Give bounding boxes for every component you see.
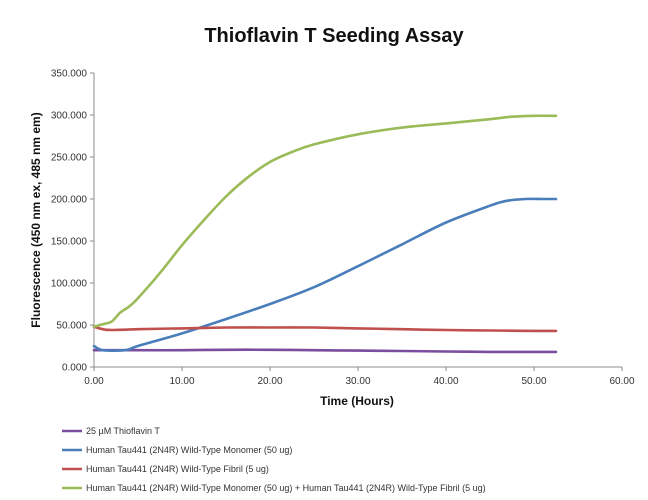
series-line-3 [92, 325, 558, 333]
y-tick-label: 0.000 [62, 363, 87, 374]
y-tick-label: 100.000 [51, 279, 88, 290]
x-tick-label: 0.00 [84, 376, 104, 387]
y-ticks: 0.000 50.000 100.000 150.000 200.000 250.000 3… [51, 69, 94, 374]
legend-item: 25 µM Thioflavin T [62, 426, 160, 436]
y-tick-label: 300.000 [51, 111, 88, 122]
x-ticks: 0.00 10.00 20.00 30.00 40.00 50.00 60.00 [84, 367, 635, 387]
chart-title: Thioflavin T Seeding Assay [204, 25, 464, 47]
series-line-1 [92, 348, 558, 354]
y-tick-label: 150.000 [51, 237, 88, 248]
legend-label: Human Tau441 (2N4R) Wild-Type Monomer (5… [86, 483, 486, 493]
plot-area [93, 73, 622, 368]
series-line-2 [92, 197, 558, 353]
y-tick-label: 350.000 [51, 69, 88, 80]
legend-label: Human Tau441 (2N4R) Wild-Type Monomer (5… [86, 445, 292, 455]
x-tick-label: 20.00 [257, 376, 282, 387]
x-axis-label: Time (Hours) [320, 394, 394, 408]
x-tick-label: 40.00 [433, 376, 458, 387]
series-lines [92, 114, 558, 354]
legend: 25 µM Thioflavin T Human Tau441 (2N4R) Wi… [62, 426, 486, 493]
x-tick-label: 10.00 [169, 376, 194, 387]
legend-item: Human Tau441 (2N4R) Wild-Type Monomer (5… [62, 483, 486, 493]
legend-item: Human Tau441 (2N4R) Wild-Type Monomer (5… [62, 445, 292, 455]
x-tick-label: 60.00 [609, 376, 634, 387]
legend-label: Human Tau441 (2N4R) Wild-Type Fibril (5 … [86, 464, 269, 474]
series-line-4 [92, 114, 558, 328]
y-tick-label: 200.000 [51, 195, 88, 206]
y-axis-label: Fluorescence (450 nm ex, 485 nm em) [29, 112, 43, 327]
y-tick-label: 250.000 [51, 153, 88, 164]
x-tick-label: 30.00 [345, 376, 370, 387]
legend-item: Human Tau441 (2N4R) Wild-Type Fibril (5 … [62, 464, 269, 474]
legend-label: 25 µM Thioflavin T [86, 426, 160, 436]
x-tick-label: 50.00 [521, 376, 546, 387]
y-tick-label: 50.000 [56, 321, 87, 332]
